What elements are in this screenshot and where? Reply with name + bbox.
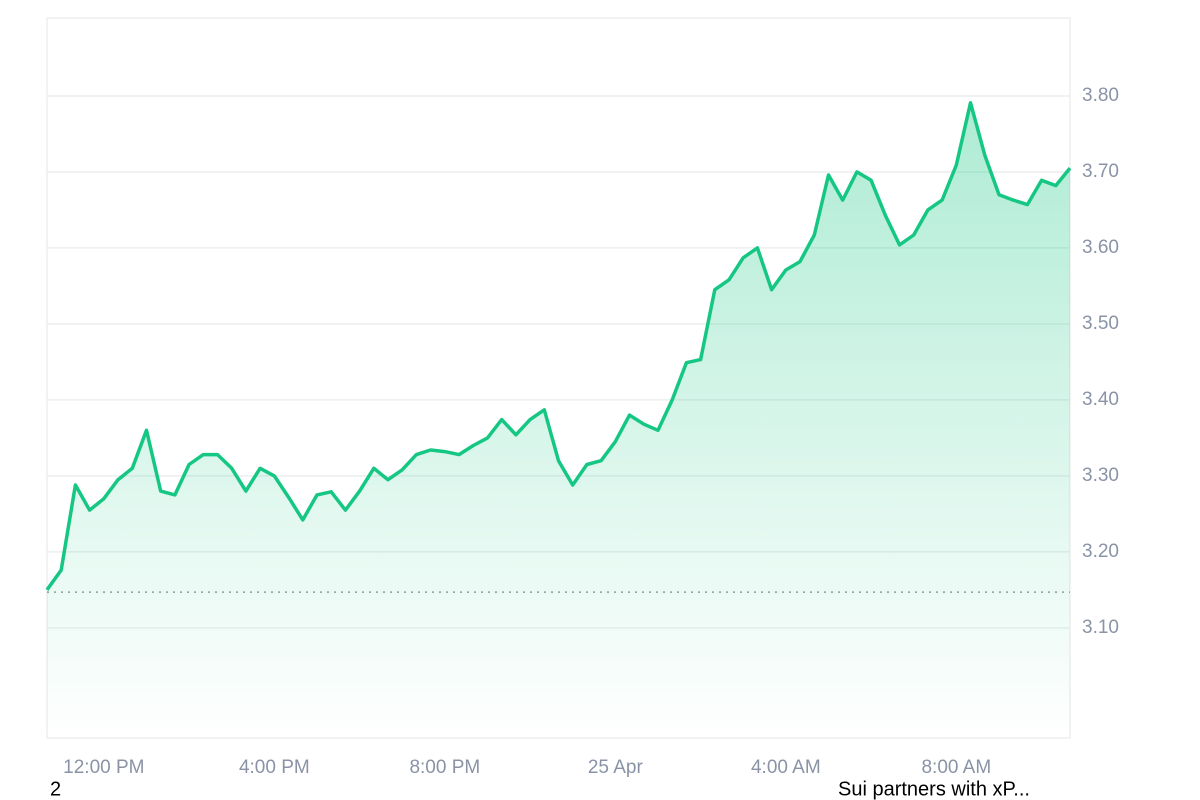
- y-tick-label: 3.30: [1082, 465, 1119, 486]
- x-tick-label: 12:00 PM: [63, 757, 144, 778]
- annotation: 2: [50, 778, 61, 800]
- y-tick-label: 3.70: [1082, 161, 1119, 182]
- y-tick-label: 3.10: [1082, 617, 1119, 638]
- area: [47, 102, 1070, 739]
- y-tick-label: 3.20: [1082, 541, 1119, 562]
- x-tick-label: 4:00 PM: [239, 757, 310, 778]
- x-tick-label: 4:00 AM: [751, 757, 821, 778]
- line: [45, 101, 1072, 591]
- y-tick-label: 3.50: [1082, 313, 1119, 334]
- plot: [45, 101, 1072, 739]
- y-tick-label: 3.80: [1082, 85, 1119, 106]
- x-tick-label: 25 Apr: [588, 757, 644, 778]
- x-tick-label: 8:00 PM: [409, 757, 480, 778]
- y-tick-label: 3.60: [1082, 237, 1119, 258]
- annotation: Sui partners with xP...: [838, 778, 1030, 800]
- x-tick-label: 8:00 AM: [921, 757, 991, 778]
- y-tick-label: 3.40: [1082, 389, 1119, 410]
